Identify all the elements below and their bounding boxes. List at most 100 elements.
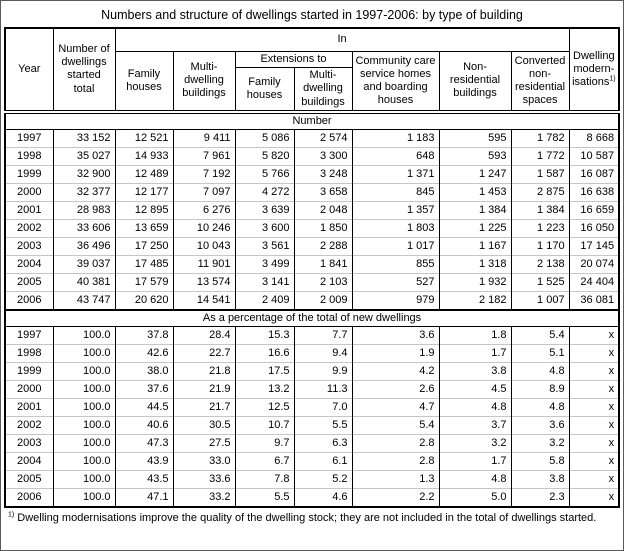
value-cell: 1 225 bbox=[438, 218, 512, 238]
value-cell: 33 606 bbox=[52, 218, 116, 238]
value-cell: 4.6 bbox=[293, 487, 353, 507]
header-in-group: In bbox=[114, 27, 570, 52]
value-cell: 16 638 bbox=[568, 182, 620, 202]
value-cell: 16.6 bbox=[234, 343, 295, 363]
table-row: 1997 100.0 37.8 28.4 15.3 7.7 3.6 1.8 5.4 x bbox=[4, 325, 620, 345]
value-cell: 3 658 bbox=[293, 182, 353, 202]
value-cell: 100.0 bbox=[52, 361, 116, 381]
footnote-text: Dwelling modernisations improve the qual… bbox=[14, 511, 597, 524]
value-cell: x bbox=[568, 343, 620, 363]
value-cell: 15.3 bbox=[234, 325, 295, 345]
table-row: 2003 100.0 47.3 27.5 9.7 6.3 2.8 3.2 3.2 x bbox=[4, 433, 620, 453]
value-cell: x bbox=[568, 487, 620, 507]
value-cell: 21.8 bbox=[172, 361, 236, 381]
table-row: 2000 100.0 37.6 21.9 13.2 11.3 2.6 4.5 8.9 x bbox=[4, 379, 620, 399]
value-cell: 4.8 bbox=[438, 469, 512, 489]
year-cell: 2001 bbox=[4, 200, 54, 220]
value-cell: 100.0 bbox=[52, 325, 116, 345]
table-row: 2006 43 747 20 620 14 541 2 409 2 009 979 2 182… bbox=[4, 290, 620, 310]
value-cell: 37.8 bbox=[114, 325, 174, 345]
header-community-care: Community care service homes and boardin… bbox=[351, 50, 440, 113]
value-cell: 1 371 bbox=[351, 164, 440, 184]
value-cell: 17 485 bbox=[114, 254, 174, 274]
value-cell: 2 409 bbox=[234, 290, 295, 310]
value-cell: 43 747 bbox=[52, 290, 116, 310]
value-cell: 43.5 bbox=[114, 469, 174, 489]
percentage-section: As a percentage of the total of new dwel… bbox=[4, 308, 620, 507]
value-cell: 21.7 bbox=[172, 397, 236, 417]
value-cell: 1 587 bbox=[510, 164, 570, 184]
value-cell: 10 246 bbox=[172, 218, 236, 238]
value-cell: 3.6 bbox=[351, 325, 440, 345]
value-cell: 5.5 bbox=[293, 415, 353, 435]
year-cell: 2003 bbox=[4, 236, 54, 256]
value-cell: 648 bbox=[351, 146, 440, 166]
value-cell: 39 037 bbox=[52, 254, 116, 274]
value-cell: 1 772 bbox=[510, 146, 570, 166]
value-cell: 5.4 bbox=[510, 325, 570, 345]
value-cell: 9.9 bbox=[293, 361, 353, 381]
value-cell: 845 bbox=[351, 182, 440, 202]
value-cell: 1 803 bbox=[351, 218, 440, 238]
value-cell: 3.8 bbox=[438, 361, 512, 381]
header-modernisations: Dwelling modern-isations1) bbox=[568, 27, 620, 113]
value-cell: 3 300 bbox=[293, 146, 353, 166]
value-cell: 6.7 bbox=[234, 451, 295, 471]
header-multi-dwelling: Multi-dwelling buildings bbox=[172, 50, 236, 113]
table-row: 1998 100.0 42.6 22.7 16.6 9.4 1.9 1.7 5.1 x bbox=[4, 343, 620, 363]
value-cell: 3 499 bbox=[234, 254, 295, 274]
value-cell: 1 841 bbox=[293, 254, 353, 274]
value-cell: 7 192 bbox=[172, 164, 236, 184]
number-section: Number 1997 33 152 12 521 9 411 5 086 2 574 1 1… bbox=[4, 111, 620, 310]
value-cell: 10 043 bbox=[172, 236, 236, 256]
value-cell: 5.0 bbox=[438, 487, 512, 507]
value-cell: 5.2 bbox=[293, 469, 353, 489]
table-row: 1997 33 152 12 521 9 411 5 086 2 574 1 183 595 1… bbox=[4, 128, 620, 148]
table-row: 2000 32 377 12 177 7 097 4 272 3 658 845 1 453 2… bbox=[4, 182, 620, 202]
value-cell: 1 318 bbox=[438, 254, 512, 274]
header-ext-family: Family houses bbox=[234, 67, 295, 113]
dwellings-table: Year Number of dwellings started total I… bbox=[4, 27, 621, 508]
value-cell: 3 639 bbox=[234, 200, 295, 220]
value-cell: 4.8 bbox=[438, 397, 512, 417]
value-cell: 1 223 bbox=[510, 218, 570, 238]
section-label: Number bbox=[5, 111, 620, 130]
value-cell: 527 bbox=[351, 272, 440, 292]
year-cell: 2002 bbox=[4, 415, 54, 435]
value-cell: 11.3 bbox=[293, 379, 353, 399]
year-cell: 2005 bbox=[4, 469, 54, 489]
value-cell: x bbox=[568, 415, 620, 435]
value-cell: 21.9 bbox=[172, 379, 236, 399]
value-cell: 13 659 bbox=[114, 218, 174, 238]
value-cell: 2 182 bbox=[438, 290, 512, 310]
value-cell: 10 587 bbox=[568, 146, 620, 166]
value-cell: 593 bbox=[438, 146, 512, 166]
value-cell: 2.8 bbox=[351, 451, 440, 471]
table-row: 2003 36 496 17 250 10 043 3 561 2 288 1 017 1 1… bbox=[4, 236, 620, 256]
table-row: 1999 32 900 12 489 7 192 5 766 3 248 1 371 1 24… bbox=[4, 164, 620, 184]
value-cell: 33.0 bbox=[172, 451, 236, 471]
value-cell: 100.0 bbox=[52, 433, 116, 453]
year-cell: 2001 bbox=[4, 397, 54, 417]
value-cell: 1.9 bbox=[351, 343, 440, 363]
value-cell: 20 620 bbox=[114, 290, 174, 310]
value-cell: 16 087 bbox=[568, 164, 620, 184]
value-cell: x bbox=[568, 451, 620, 471]
value-cell: 36 081 bbox=[568, 290, 620, 310]
table-row: 2001 28 983 12 895 6 276 3 639 2 048 1 357 1 38… bbox=[4, 200, 620, 220]
value-cell: 2 048 bbox=[293, 200, 353, 220]
value-cell: 3 248 bbox=[293, 164, 353, 184]
footnote-sup: 1) bbox=[8, 511, 15, 519]
year-cell: 2000 bbox=[4, 379, 54, 399]
value-cell: 20 074 bbox=[568, 254, 620, 274]
value-cell: 2 103 bbox=[293, 272, 353, 292]
value-cell: 1 850 bbox=[293, 218, 353, 238]
value-cell: 855 bbox=[351, 254, 440, 274]
value-cell: 14 933 bbox=[114, 146, 174, 166]
table-row: 2004 39 037 17 485 11 901 3 499 1 841 855 1 318… bbox=[4, 254, 620, 274]
value-cell: 3 561 bbox=[234, 236, 295, 256]
value-cell: x bbox=[568, 361, 620, 381]
value-cell: 32 900 bbox=[52, 164, 116, 184]
header-converted: Converted non-residential spaces bbox=[510, 50, 570, 113]
